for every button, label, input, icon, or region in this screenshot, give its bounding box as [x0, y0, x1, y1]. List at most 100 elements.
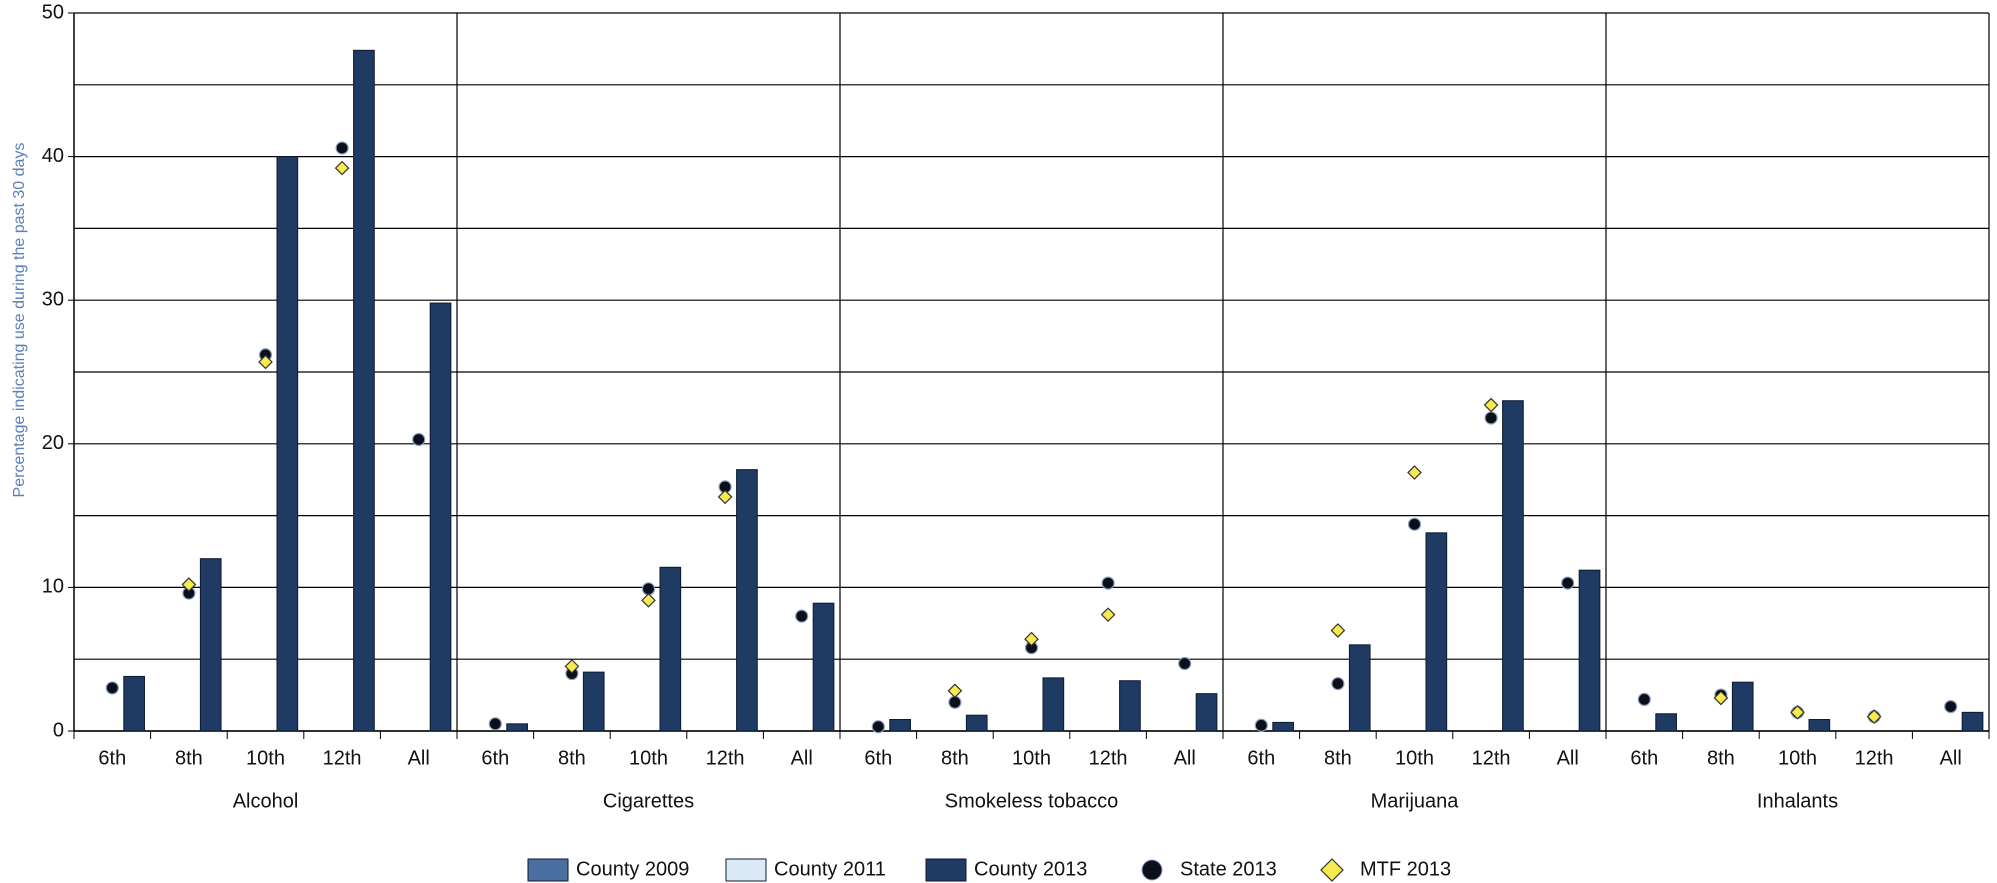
mtf-marker — [564, 659, 580, 674]
bar — [889, 719, 911, 732]
state-marker — [795, 609, 809, 623]
state-marker — [1484, 411, 1498, 425]
state-marker — [1561, 576, 1575, 590]
mtf-marker — [181, 577, 197, 592]
bar — [736, 469, 758, 732]
x-tick-label: All — [1557, 747, 1579, 769]
mtf-marker — [1790, 704, 1805, 720]
mtf-marker — [1483, 397, 1499, 413]
mtf-marker — [1100, 607, 1116, 623]
x-tick-label: 6th — [98, 747, 126, 769]
x-tick-label: 6th — [1247, 747, 1275, 769]
x-tick-label: 6th — [1630, 747, 1658, 769]
bar — [429, 302, 452, 732]
mtf-marker — [717, 489, 733, 505]
x-tick-label: 10th — [1778, 747, 1817, 769]
x-tick-label: 6th — [481, 747, 509, 769]
bar — [1961, 711, 1984, 732]
bar — [1272, 721, 1294, 732]
bar — [582, 671, 605, 732]
legend-label: MTF 2013 — [1360, 858, 1451, 880]
x-tick-label: 12th — [1855, 747, 1894, 769]
y-tick-label: 0 — [53, 719, 64, 741]
mtf-marker — [947, 683, 963, 699]
x-tick-label: 8th — [1707, 747, 1735, 769]
legend-label: County 2013 — [974, 858, 1087, 880]
x-tick-label: 10th — [246, 747, 285, 769]
bar — [1502, 400, 1524, 732]
mtf-marker — [1713, 690, 1729, 706]
mtf-marker — [334, 160, 350, 176]
mtf-marker — [1330, 623, 1346, 638]
mtf-marker — [1866, 709, 1882, 724]
bar — [353, 49, 375, 732]
bar — [1425, 532, 1448, 732]
legend-label: County 2009 — [576, 858, 689, 880]
x-tick-label: 8th — [175, 747, 203, 769]
y-tick-label: 50 — [42, 1, 64, 23]
state-marker — [1331, 677, 1345, 691]
group-label: Inhalants — [1757, 790, 1838, 812]
state-marker — [488, 717, 502, 731]
x-tick-label: 10th — [1395, 747, 1434, 769]
state-marker — [1637, 692, 1651, 707]
bar — [123, 675, 145, 732]
x-tick-label: 12th — [323, 747, 362, 769]
x-tick-label: All — [791, 747, 813, 769]
mtf-marker — [258, 354, 273, 370]
x-tick-label: 8th — [1324, 747, 1352, 769]
bar — [1578, 569, 1601, 732]
state-marker — [871, 720, 885, 734]
legend-swatch — [1320, 858, 1344, 882]
bar — [1119, 680, 1141, 732]
group-label: Cigarettes — [603, 790, 694, 812]
legend-swatch — [527, 858, 569, 882]
bar — [1348, 644, 1371, 732]
bar — [1731, 681, 1754, 732]
state-marker — [412, 432, 426, 447]
x-tick-label: 10th — [629, 747, 668, 769]
x-tick-label: 8th — [558, 747, 586, 769]
group-label: Smokeless tobacco — [945, 790, 1118, 812]
state-marker — [1254, 718, 1268, 732]
legend-swatch — [925, 858, 967, 882]
group-label: Marijuana — [1371, 790, 1460, 812]
bar — [199, 558, 222, 732]
bar — [1808, 719, 1831, 732]
x-tick-label: All — [408, 747, 430, 769]
x-tick-label: 8th — [941, 747, 969, 769]
bar — [506, 723, 528, 732]
x-tick-label: 6th — [864, 747, 892, 769]
mtf-marker — [1407, 465, 1422, 480]
bar — [1655, 713, 1677, 732]
legend-swatch — [725, 858, 767, 882]
y-tick-label: 20 — [42, 432, 64, 454]
bar — [965, 714, 988, 732]
bar — [1195, 693, 1218, 732]
legend-swatch — [1141, 859, 1163, 881]
x-tick-label: 12th — [1472, 747, 1511, 769]
x-tick-label: All — [1174, 747, 1196, 769]
group-label: Alcohol — [233, 790, 299, 812]
bar — [659, 566, 682, 732]
state-marker — [1944, 699, 1958, 714]
bar — [1042, 677, 1065, 732]
x-tick-label: All — [1940, 747, 1962, 769]
y-tick-label: 10 — [42, 576, 64, 598]
legend-label: County 2011 — [774, 858, 886, 880]
mtf-marker — [641, 592, 656, 608]
state-marker — [105, 681, 119, 695]
x-tick-label: 12th — [1089, 747, 1128, 769]
y-tick-label: 30 — [42, 288, 64, 310]
state-marker — [1407, 517, 1422, 531]
mtf-marker — [1024, 631, 1039, 647]
state-marker — [335, 141, 349, 155]
y-tick-label: 40 — [42, 145, 64, 167]
x-tick-label: 12th — [706, 747, 745, 769]
state-marker — [1101, 576, 1115, 590]
state-marker — [1178, 656, 1192, 671]
x-tick-label: 10th — [1012, 747, 1051, 769]
y-axis-title: Percentage indicating use during the pas… — [11, 143, 28, 498]
